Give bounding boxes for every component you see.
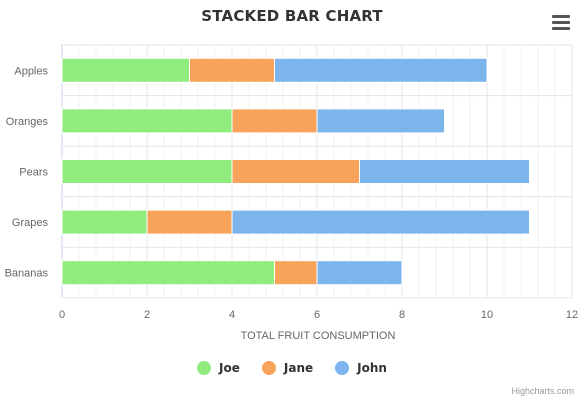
bar-segment[interactable] [316, 260, 403, 286]
bar-segment[interactable] [274, 260, 318, 286]
bar-segment[interactable] [61, 209, 148, 235]
hamburger-menu-icon[interactable] [552, 15, 570, 31]
y-category-label: Oranges [6, 116, 49, 128]
legend-label: John [357, 361, 387, 375]
legend-label: Jane [283, 361, 314, 375]
legend-item[interactable]: Jane [261, 361, 314, 375]
bar-segment[interactable] [61, 260, 275, 286]
x-axis-title: TOTAL FRUIT CONSUMPTION [241, 330, 396, 342]
bar-segment[interactable] [231, 209, 530, 235]
legend-item[interactable]: John [335, 361, 387, 375]
legend: Joe Jane John [0, 361, 584, 375]
x-tick-label: 12 [566, 309, 578, 321]
bar-segment[interactable] [231, 108, 318, 134]
y-category-label: Apples [14, 65, 48, 77]
x-tick-label: 2 [144, 309, 150, 321]
credits-link[interactable]: Highcharts.com [511, 386, 574, 396]
legend-marker-icon [197, 361, 212, 375]
legend-label: Joe [219, 361, 240, 375]
x-tick-label: 4 [229, 309, 235, 321]
x-tick-label: 0 [59, 309, 65, 321]
legend-marker-icon [261, 361, 276, 375]
y-category-label: Bananas [5, 268, 49, 280]
legend-item[interactable]: Joe [197, 361, 240, 375]
legend-marker-icon [335, 361, 350, 375]
bar-segment[interactable] [61, 57, 190, 83]
chart-title: STACKED BAR CHART [201, 7, 383, 25]
bar-segment[interactable] [61, 108, 233, 134]
x-tick-label: 10 [481, 309, 493, 321]
bar-segment[interactable] [146, 209, 233, 235]
bar-segment[interactable] [189, 57, 275, 83]
y-category-label: Pears [19, 167, 48, 179]
bar-segment[interactable] [316, 108, 445, 134]
x-tick-label: 6 [314, 309, 320, 321]
bar-segment[interactable] [274, 57, 488, 83]
bar-segment[interactable] [61, 159, 233, 184]
bar-segment[interactable] [359, 159, 530, 184]
bar-segment[interactable] [231, 159, 360, 184]
x-tick-label: 8 [399, 309, 405, 321]
y-category-label: Grapes [12, 217, 49, 229]
